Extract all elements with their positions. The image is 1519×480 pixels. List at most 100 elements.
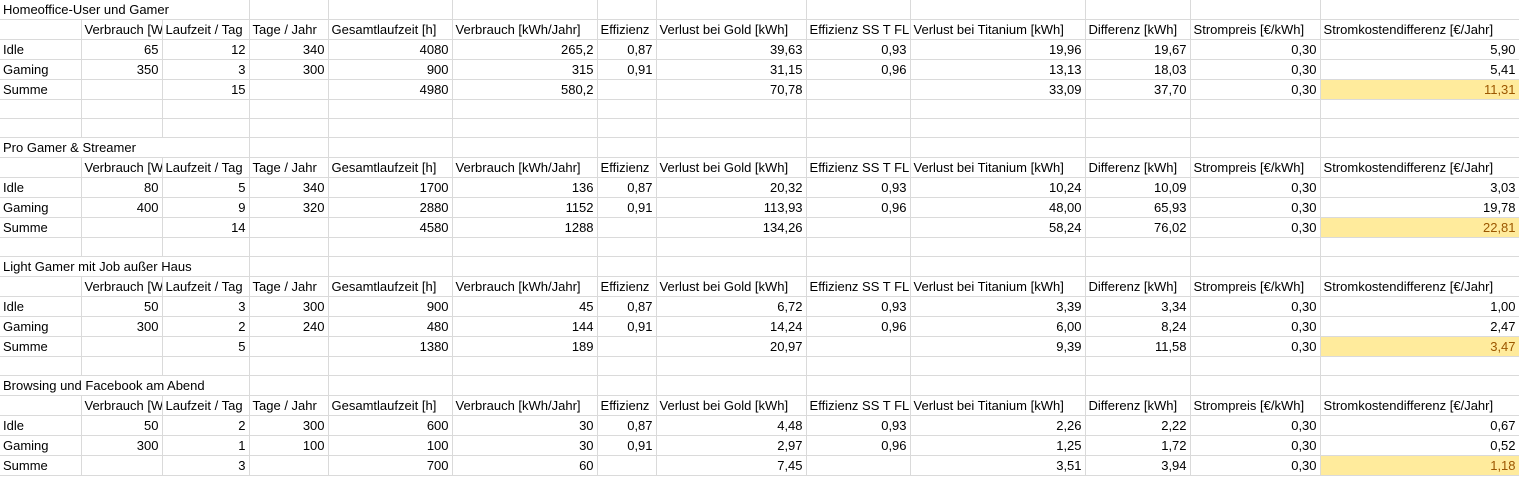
column-header[interactable]: Stromkostendifferenz [€/Jahr] bbox=[1319, 19, 1519, 40]
value-cell[interactable]: 11,58 bbox=[1084, 336, 1191, 357]
value-cell[interactable]: 300 bbox=[248, 415, 329, 436]
value-cell[interactable]: 39,63 bbox=[655, 39, 807, 60]
value-cell[interactable]: 6,72 bbox=[655, 296, 807, 317]
value-cell[interactable]: 0,30 bbox=[1189, 435, 1321, 456]
value-cell[interactable]: 3,39 bbox=[909, 296, 1086, 317]
cell[interactable] bbox=[161, 237, 250, 257]
cell[interactable] bbox=[596, 375, 657, 396]
value-cell[interactable]: 580,2 bbox=[451, 79, 598, 100]
column-header[interactable]: Laufzeit / Tag bbox=[161, 19, 250, 40]
value-cell[interactable]: 65,93 bbox=[1084, 197, 1191, 218]
cell[interactable] bbox=[655, 0, 807, 20]
value-cell[interactable]: 5 bbox=[161, 177, 250, 198]
value-cell[interactable]: 315 bbox=[451, 59, 598, 80]
value-cell[interactable] bbox=[80, 455, 163, 476]
column-header[interactable]: Verlust bei Titanium [kWh] bbox=[909, 395, 1086, 416]
cell[interactable] bbox=[451, 375, 598, 396]
cell[interactable] bbox=[248, 237, 329, 257]
cell[interactable] bbox=[655, 99, 807, 119]
cell[interactable] bbox=[80, 237, 163, 257]
value-cell[interactable]: 134,26 bbox=[655, 217, 807, 238]
column-header[interactable]: Verlust bei Titanium [kWh] bbox=[909, 276, 1086, 297]
column-header[interactable]: Effizienz bbox=[596, 276, 657, 297]
cell[interactable] bbox=[655, 237, 807, 257]
value-cell[interactable]: 50 bbox=[80, 415, 163, 436]
cell[interactable] bbox=[1084, 137, 1191, 158]
value-cell[interactable]: 320 bbox=[248, 197, 329, 218]
value-cell[interactable]: 0,87 bbox=[596, 415, 657, 436]
column-header[interactable]: Verlust bei Gold [kWh] bbox=[655, 19, 807, 40]
column-header[interactable]: Effizienz bbox=[596, 19, 657, 40]
column-header[interactable]: Differenz [kWh] bbox=[1084, 395, 1191, 416]
column-header[interactable]: Effizienz SS T FL bbox=[805, 395, 911, 416]
cell[interactable] bbox=[1189, 99, 1321, 119]
cell[interactable] bbox=[1084, 256, 1191, 277]
value-cell[interactable]: 19,96 bbox=[909, 39, 1086, 60]
value-cell[interactable]: 0,87 bbox=[596, 177, 657, 198]
column-header[interactable]: Gesamtlaufzeit [h] bbox=[327, 19, 453, 40]
value-cell[interactable]: 265,2 bbox=[451, 39, 598, 60]
value-cell[interactable]: 300 bbox=[80, 435, 163, 456]
value-cell[interactable]: 5 bbox=[161, 336, 250, 357]
cell[interactable] bbox=[1084, 237, 1191, 257]
value-cell[interactable] bbox=[596, 455, 657, 476]
cell[interactable] bbox=[596, 118, 657, 138]
cell[interactable] bbox=[248, 356, 329, 376]
cell[interactable] bbox=[805, 375, 911, 396]
value-cell[interactable]: 1380 bbox=[327, 336, 453, 357]
value-cell[interactable]: 3,34 bbox=[1084, 296, 1191, 317]
value-cell[interactable]: 0,91 bbox=[596, 435, 657, 456]
cell[interactable] bbox=[1084, 375, 1191, 396]
cell[interactable] bbox=[0, 276, 82, 297]
value-cell[interactable] bbox=[596, 217, 657, 238]
column-header[interactable]: Strompreis [€/kWh] bbox=[1189, 19, 1321, 40]
value-cell[interactable]: 33,09 bbox=[909, 79, 1086, 100]
cell[interactable] bbox=[0, 157, 82, 178]
cell[interactable] bbox=[1189, 237, 1321, 257]
value-cell[interactable]: 3,51 bbox=[909, 455, 1086, 476]
cell[interactable] bbox=[655, 256, 807, 277]
column-header[interactable]: Laufzeit / Tag bbox=[161, 395, 250, 416]
value-cell[interactable]: 4580 bbox=[327, 217, 453, 238]
value-cell[interactable]: 9 bbox=[161, 197, 250, 218]
cell[interactable] bbox=[248, 256, 329, 277]
value-cell[interactable]: 113,93 bbox=[655, 197, 807, 218]
column-header[interactable]: Verbrauch [W] bbox=[80, 276, 163, 297]
column-header[interactable]: Effizienz bbox=[596, 157, 657, 178]
cell[interactable] bbox=[451, 237, 598, 257]
column-header[interactable]: Verbrauch [W] bbox=[80, 157, 163, 178]
cell[interactable] bbox=[0, 395, 82, 416]
cell[interactable] bbox=[655, 356, 807, 376]
value-cell[interactable]: 2,47 bbox=[1319, 316, 1519, 337]
value-cell[interactable]: 5,41 bbox=[1319, 59, 1519, 80]
value-cell[interactable]: 0,67 bbox=[1319, 415, 1519, 436]
cell[interactable] bbox=[161, 118, 250, 138]
row-label[interactable]: Idle bbox=[0, 415, 82, 436]
cell[interactable] bbox=[1319, 0, 1519, 20]
cell[interactable] bbox=[0, 99, 82, 119]
cell[interactable] bbox=[327, 99, 453, 119]
value-cell[interactable]: 0,96 bbox=[805, 197, 911, 218]
value-cell[interactable]: 0,30 bbox=[1189, 177, 1321, 198]
cell[interactable] bbox=[1319, 99, 1519, 119]
section-title[interactable]: Browsing und Facebook am Abend bbox=[0, 375, 250, 396]
column-header[interactable]: Effizienz SS T FL bbox=[805, 19, 911, 40]
value-cell[interactable]: 6,00 bbox=[909, 316, 1086, 337]
cell[interactable] bbox=[1189, 137, 1321, 158]
value-cell[interactable]: 20,32 bbox=[655, 177, 807, 198]
value-cell[interactable] bbox=[805, 336, 911, 357]
value-cell[interactable]: 0,91 bbox=[596, 197, 657, 218]
cell[interactable] bbox=[0, 356, 82, 376]
value-cell[interactable] bbox=[248, 217, 329, 238]
column-header[interactable]: Verbrauch [kWh/Jahr] bbox=[451, 157, 598, 178]
value-cell[interactable]: 0,96 bbox=[805, 435, 911, 456]
value-cell[interactable] bbox=[248, 336, 329, 357]
cell[interactable] bbox=[80, 118, 163, 138]
value-cell[interactable]: 2,26 bbox=[909, 415, 1086, 436]
value-cell[interactable]: 0,91 bbox=[596, 59, 657, 80]
value-cell[interactable]: 2 bbox=[161, 415, 250, 436]
cell[interactable] bbox=[1084, 118, 1191, 138]
cell[interactable] bbox=[655, 137, 807, 158]
cell[interactable] bbox=[909, 356, 1086, 376]
value-cell[interactable]: 50 bbox=[80, 296, 163, 317]
